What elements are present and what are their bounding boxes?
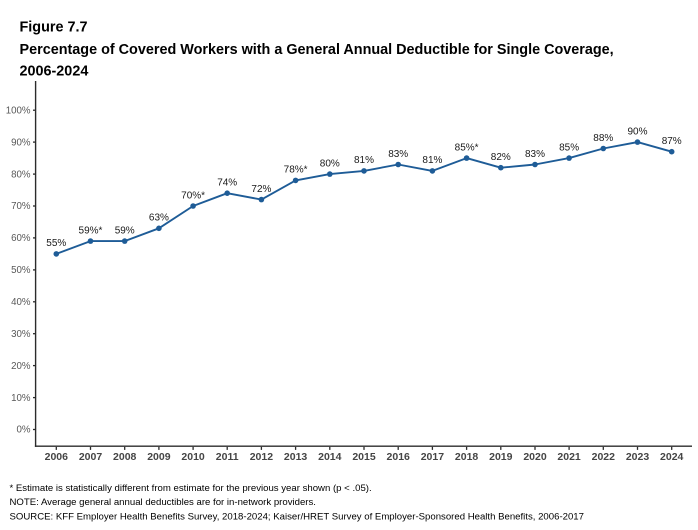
- svg-text:70%*: 70%*: [181, 190, 205, 201]
- svg-text:88%: 88%: [593, 133, 613, 144]
- svg-text:2007: 2007: [79, 451, 103, 463]
- svg-text:85%*: 85%*: [455, 142, 479, 153]
- svg-text:2013: 2013: [284, 451, 308, 463]
- svg-text:78%*: 78%*: [284, 165, 308, 176]
- svg-text:10%: 10%: [11, 393, 31, 404]
- svg-text:2015: 2015: [352, 451, 376, 463]
- svg-text:70%: 70%: [11, 201, 31, 212]
- svg-text:74%: 74%: [217, 178, 237, 189]
- svg-text:2024: 2024: [660, 451, 684, 463]
- svg-text:80%: 80%: [11, 169, 31, 180]
- svg-text:60%: 60%: [11, 233, 31, 244]
- svg-text:Percentage of Covered Workers: Percentage of Covered Workers with a Gen…: [20, 42, 614, 58]
- svg-text:2010: 2010: [181, 451, 205, 463]
- svg-text:2020: 2020: [523, 451, 547, 463]
- svg-text:2023: 2023: [626, 451, 650, 463]
- svg-text:2009: 2009: [147, 451, 171, 463]
- svg-text:80%: 80%: [320, 158, 340, 169]
- svg-text:2019: 2019: [489, 451, 513, 463]
- svg-text:* Estimate is statistically di: * Estimate is statistically different fr…: [10, 483, 372, 494]
- svg-text:2014: 2014: [318, 451, 342, 463]
- svg-text:63%: 63%: [149, 213, 169, 224]
- svg-text:100%: 100%: [6, 105, 31, 116]
- svg-text:20%: 20%: [11, 361, 31, 372]
- svg-text:NOTE: Average general annual d: NOTE: Average general annual deductibles…: [10, 497, 316, 508]
- svg-text:0%: 0%: [16, 425, 30, 436]
- svg-text:2011: 2011: [216, 451, 239, 463]
- svg-text:30%: 30%: [11, 329, 31, 340]
- svg-text:87%: 87%: [662, 136, 682, 147]
- svg-text:2022: 2022: [592, 451, 616, 463]
- svg-text:81%: 81%: [422, 155, 442, 166]
- svg-text:SOURCE: KFF Employer Health Be: SOURCE: KFF Employer Health Benefits Sur…: [10, 511, 584, 522]
- svg-text:90%: 90%: [11, 137, 31, 148]
- svg-text:2018: 2018: [455, 451, 479, 463]
- svg-text:Figure 7.7: Figure 7.7: [20, 20, 88, 36]
- svg-text:2006-2024: 2006-2024: [20, 63, 89, 79]
- svg-text:2016: 2016: [387, 451, 411, 463]
- svg-text:82%: 82%: [491, 152, 511, 163]
- svg-text:2006: 2006: [45, 451, 69, 463]
- svg-text:59%*: 59%*: [79, 225, 103, 236]
- svg-text:50%: 50%: [11, 265, 31, 276]
- svg-text:2021: 2021: [557, 451, 581, 463]
- svg-text:2008: 2008: [113, 451, 137, 463]
- svg-text:81%: 81%: [354, 155, 374, 166]
- svg-text:2017: 2017: [421, 451, 445, 463]
- svg-text:59%: 59%: [115, 225, 135, 236]
- svg-text:85%: 85%: [559, 142, 579, 153]
- svg-text:90%: 90%: [627, 126, 647, 137]
- svg-text:72%: 72%: [251, 184, 271, 195]
- svg-text:83%: 83%: [388, 149, 408, 160]
- svg-text:55%: 55%: [46, 238, 66, 249]
- svg-text:83%: 83%: [525, 149, 545, 160]
- svg-text:2012: 2012: [250, 451, 274, 463]
- svg-text:40%: 40%: [11, 297, 31, 308]
